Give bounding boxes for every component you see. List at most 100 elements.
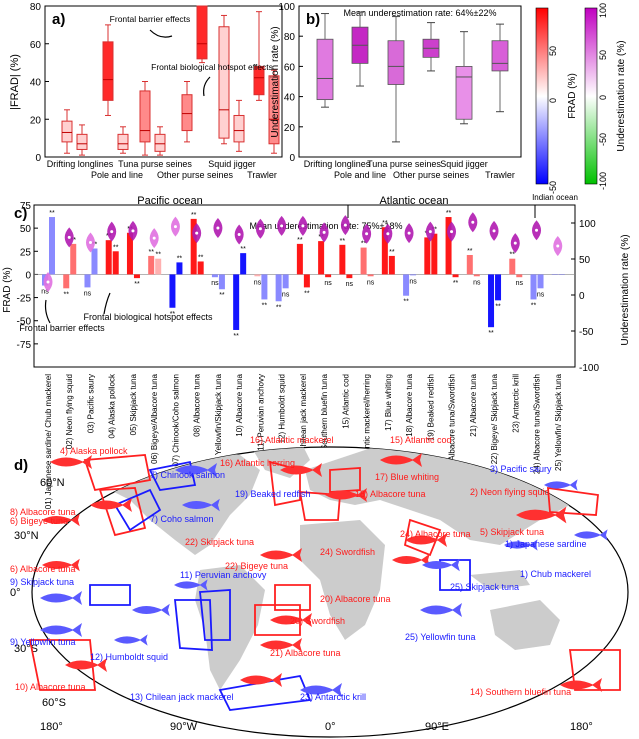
y-tick-label: 0 [35, 153, 41, 164]
fishing-region-box [568, 649, 621, 691]
fish-icon [40, 623, 82, 637]
box-body [316, 38, 334, 101]
fishery-label: 16) Atlantic mackerel [250, 435, 334, 445]
ocean-indian: Indian ocean [532, 193, 578, 202]
y-tick-label: 75 [20, 201, 32, 212]
y-tick-label: 50 [20, 224, 32, 235]
frad-bar [197, 261, 204, 275]
africa [300, 520, 385, 640]
violin-median [258, 227, 262, 231]
fish-icon [405, 533, 447, 547]
significance-label: ns [516, 280, 524, 287]
fishery-label: 25) Skipjack tuna [450, 582, 519, 592]
fish-icon [574, 529, 608, 541]
fishing-region-box [403, 518, 442, 557]
violin-median [428, 230, 432, 234]
box-body [154, 133, 166, 152]
significance-label: ** [382, 220, 388, 227]
fishery-label: 6) Bigeye tuna [10, 516, 68, 526]
panel-b-group-label: Tuna purse seines [367, 159, 441, 169]
category-label: 05) Skipjack tuna [129, 373, 138, 435]
significance-label: ns [346, 281, 354, 288]
category-label: 08) Albacore tuna [193, 373, 202, 436]
fish-icon [260, 548, 302, 562]
fishery-label: 15) Atlantic cod [390, 435, 452, 445]
category-label: 03) Pacific saury [86, 374, 95, 433]
significance-label: ** [113, 244, 119, 251]
fishing-region-box [254, 604, 301, 636]
fish-icon [560, 678, 602, 692]
significance-label: ** [340, 238, 346, 245]
fishery-label: 10) Albacore tuna [15, 682, 86, 692]
box-body [218, 26, 230, 139]
violin-median [131, 229, 135, 233]
significance-label: ** [403, 299, 409, 306]
frad-bar [254, 274, 261, 277]
significance-label: ** [495, 303, 501, 310]
box-body [233, 114, 245, 143]
fishing-region-box [439, 559, 471, 591]
y-tick-label: 0 [25, 270, 31, 281]
fish-icon [42, 558, 80, 572]
y-tick-label: 0 [289, 153, 295, 164]
significance-label: ** [446, 210, 452, 217]
panel-a-group-label: Pole and line [91, 170, 143, 180]
frad-bar [339, 244, 346, 275]
fishing-region-box [547, 486, 599, 516]
y-tick-label: 60 [30, 40, 42, 51]
panel-b-frame [298, 5, 522, 158]
fish-icon [544, 479, 578, 491]
panel-b-group-label: Trawler [485, 170, 515, 180]
frad-bar [155, 258, 162, 275]
fishery-label: 20) Albacore tuna [320, 594, 391, 604]
panel-b-group-label: Squid jigger [440, 159, 488, 169]
frad-bar [530, 274, 537, 300]
y-tick-label: 80 [284, 32, 296, 43]
frontal-barrier-note: Frontal barrier effects [110, 14, 191, 24]
fish-icon [40, 591, 82, 605]
significance-label: ** [304, 290, 310, 297]
fishing-region-box [28, 639, 96, 691]
panel-c-marks: ns******ns**********************ns******… [41, 210, 565, 340]
frad-bar [233, 274, 240, 330]
y-tick-label: -75 [17, 340, 32, 351]
lon-label: 90°E [425, 721, 449, 733]
fishery-label: 21) Albacore tuna [270, 648, 341, 658]
y2-tick-label: 100 [579, 219, 596, 230]
ocean-pacific: Pacific ocean [137, 195, 202, 207]
fishery-label: 7) Chinook salmon [150, 470, 225, 480]
category-label: 11) Peruvian anchovy [256, 374, 265, 451]
fishery-label: 17) Blue whiting [375, 472, 439, 482]
fish-icon [380, 453, 422, 467]
violin-median [152, 236, 156, 240]
violin-median [556, 244, 560, 248]
panel-b-boxes [316, 11, 509, 143]
fish-icon [240, 673, 282, 687]
lat-label: 60°N [40, 477, 65, 489]
fish-icon [392, 553, 430, 567]
ocean-atlantic: Atlantic ocean [379, 195, 448, 207]
panel-a-boxes [61, 5, 280, 156]
frad-bar [218, 274, 225, 290]
fish-icon [174, 579, 208, 591]
fishing-region-box [329, 467, 361, 493]
panel-b: b) Mean underestimation rate: 64%±22% Un… [270, 2, 627, 194]
fish-icon [260, 638, 302, 652]
panel-c-letter: c) [14, 205, 27, 222]
fishery-label: 20) Swordfish [290, 616, 345, 626]
c-barrier-arrow [44, 299, 51, 324]
frad-bar [105, 240, 112, 275]
box-body [253, 65, 265, 96]
frad-bar [325, 274, 332, 278]
significance-label: ns [324, 280, 332, 287]
lon-label: 180° [40, 721, 63, 733]
panel-b-ylabel: Underestimation rate (%) [270, 26, 281, 137]
panel-a-group-label: Drifting longlines [47, 159, 114, 169]
box-body [268, 75, 280, 145]
violin-median [216, 226, 220, 230]
panel-b-yticks: 0 20 40 60 80 100 [278, 2, 303, 164]
significance-label: ** [453, 280, 459, 287]
frad-bar [551, 274, 558, 275]
category-label: 21) Albacore tuna [469, 373, 478, 436]
frad-bar [303, 274, 310, 288]
